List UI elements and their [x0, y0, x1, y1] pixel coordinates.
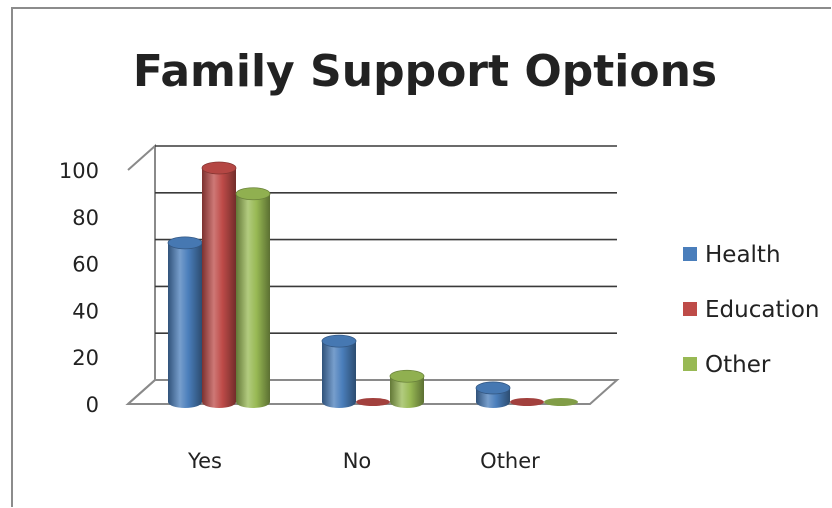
y-tick-label: 60 — [72, 253, 99, 277]
bar-other-no — [389, 369, 425, 408]
bar-body — [168, 242, 202, 408]
bar-body — [322, 341, 356, 408]
legend-swatch — [683, 247, 697, 261]
legend-label: Other — [705, 352, 771, 378]
bar-cap — [235, 187, 271, 201]
bar-health-other — [475, 381, 511, 408]
x-tick-label: Other — [480, 449, 540, 473]
bar-cap — [167, 236, 203, 250]
x-tick-label: Yes — [187, 449, 222, 473]
chart-frame — [11, 7, 831, 507]
bar-cap — [475, 381, 511, 395]
x-axis-ticks: Yes No Other — [187, 449, 540, 473]
chart-title: Family Support Options — [133, 46, 717, 97]
bar-cap — [356, 398, 390, 406]
bar-cap — [510, 398, 544, 406]
y-tick-label: 100 — [59, 159, 99, 183]
bar-cap — [201, 161, 237, 175]
legend-label: Health — [705, 242, 781, 268]
y-tick-label: 80 — [72, 206, 99, 230]
bar-cap — [321, 334, 357, 348]
floor — [125, 379, 620, 405]
bar-body — [202, 168, 236, 408]
legend-label: Education — [705, 297, 820, 323]
bar-education-other — [510, 398, 544, 406]
y-tick-label: 0 — [86, 393, 99, 417]
legend: Health Education Other — [683, 242, 820, 378]
legend-swatch — [683, 357, 697, 371]
bar-other-other — [544, 398, 578, 406]
bar-education-no — [356, 398, 390, 406]
bars — [167, 161, 578, 408]
bar-health-no — [321, 334, 357, 408]
bar-other-yes — [235, 187, 271, 408]
side-wall — [127, 143, 156, 405]
bar-body — [390, 376, 424, 408]
x-tick-label: No — [343, 449, 372, 473]
y-axis-ticks: 0 20 40 60 80 100 — [59, 159, 99, 417]
bar-cap — [389, 369, 425, 383]
legend-swatch — [683, 302, 697, 316]
bar-body — [236, 193, 270, 408]
chart-walls — [125, 143, 620, 405]
y-tick-label: 40 — [72, 299, 99, 323]
bar-health-yes — [167, 236, 203, 408]
bar-education-yes — [201, 161, 237, 408]
y-tick-label: 20 — [72, 346, 99, 370]
bar-cap — [544, 398, 578, 406]
